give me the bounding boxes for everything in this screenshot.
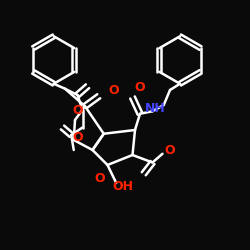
Text: O: O [72, 104, 83, 117]
Text: O: O [135, 81, 145, 94]
Text: O: O [72, 131, 83, 144]
Text: O: O [95, 172, 105, 185]
Text: NH: NH [144, 102, 166, 115]
Text: OH: OH [112, 180, 133, 193]
Text: O: O [108, 84, 119, 96]
Text: O: O [165, 144, 175, 156]
